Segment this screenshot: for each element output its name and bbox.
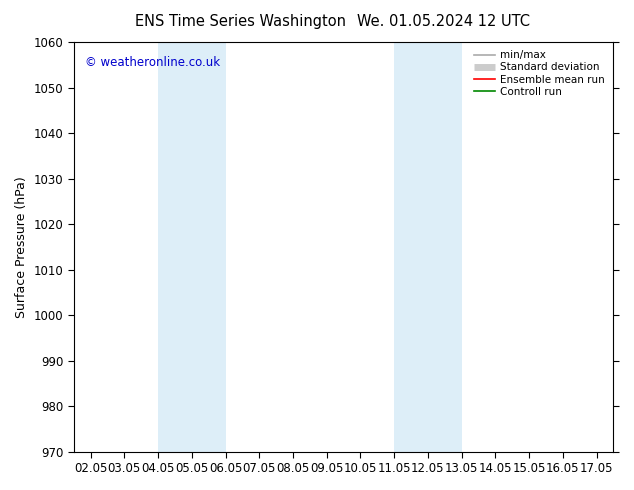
Text: ENS Time Series Washington: ENS Time Series Washington [136,14,346,29]
Legend: min/max, Standard deviation, Ensemble mean run, Controll run: min/max, Standard deviation, Ensemble me… [471,47,608,100]
Y-axis label: Surface Pressure (hPa): Surface Pressure (hPa) [15,176,28,318]
Bar [394,42,462,452]
Bar [158,42,226,452]
Text: We. 01.05.2024 12 UTC: We. 01.05.2024 12 UTC [358,14,530,29]
Text: © weatheronline.co.uk: © weatheronline.co.uk [84,56,219,70]
